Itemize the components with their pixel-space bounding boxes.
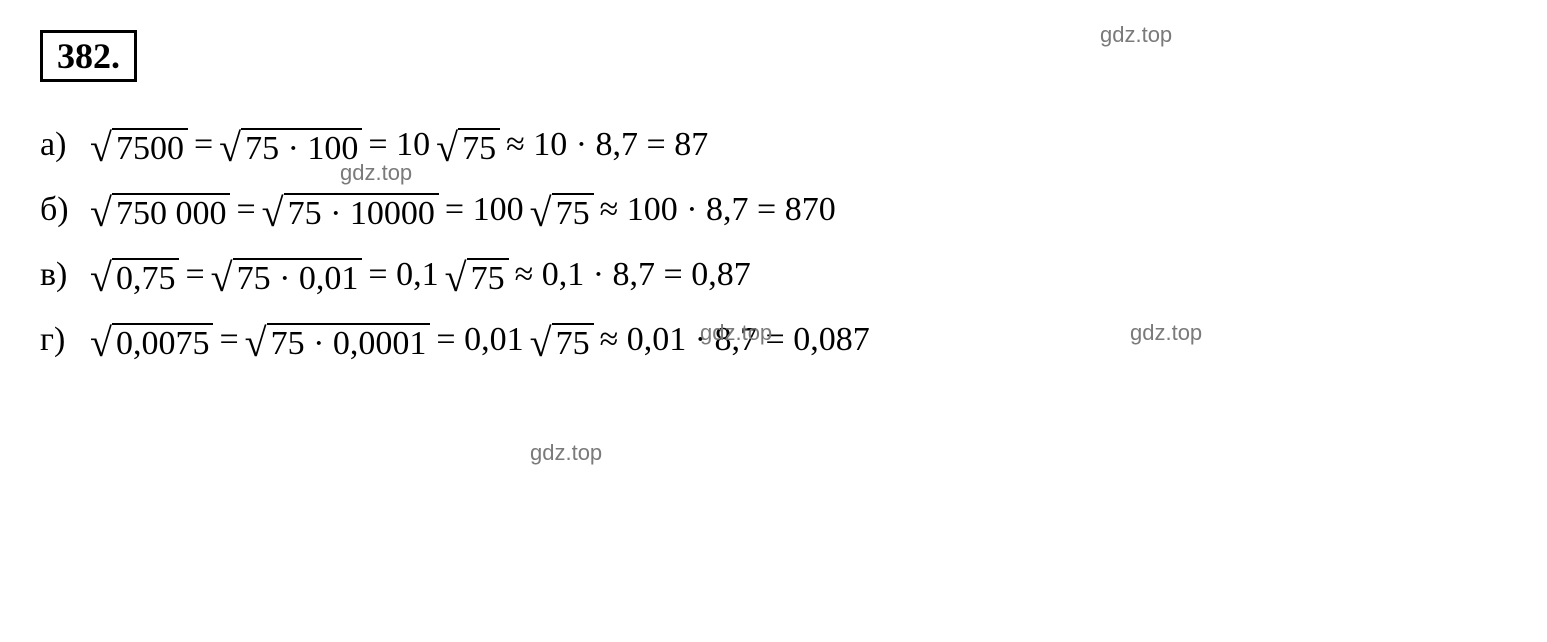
approx-result: ≈ 10 · 8,7 = 87 <box>506 126 708 164</box>
item-label: в) <box>40 256 84 294</box>
sqrt-expr: √75 · 10000 <box>262 189 439 236</box>
sqrt-expr: √75 · 0,0001 <box>245 319 431 366</box>
coeff: = 100 <box>445 191 524 229</box>
sqrt-expr: √75 <box>530 189 594 236</box>
sqrt-expr: √750 000 <box>90 189 230 236</box>
coeff: = 0,1 <box>368 256 438 294</box>
equals: = <box>194 126 213 164</box>
equation-row-g: г) √0,0075 = √75 · 0,0001 = 0,01 √75 ≈ 0… <box>40 319 1507 366</box>
problem-number: 382. <box>40 30 137 82</box>
coeff: = 10 <box>368 126 430 164</box>
coeff: = 0,01 <box>436 321 523 359</box>
equals: = <box>219 321 238 359</box>
sqrt-expr: √75 · 0,01 <box>211 254 363 301</box>
watermark: gdz.top <box>530 440 602 466</box>
watermark: gdz.top <box>1100 22 1172 48</box>
equation-row-b: б) √750 000 = √75 · 10000 = 100 √75 ≈ 10… <box>40 189 1507 236</box>
sqrt-expr: √0,0075 <box>90 319 213 366</box>
approx-result: ≈ 0,01 · 8,7 = 0,087 <box>600 321 870 359</box>
item-label: а) <box>40 126 84 164</box>
equals: = <box>185 256 204 294</box>
sqrt-expr: √75 <box>530 319 594 366</box>
item-label: б) <box>40 191 84 229</box>
approx-result: ≈ 0,1 · 8,7 = 0,87 <box>515 256 751 294</box>
sqrt-expr: √0,75 <box>90 254 179 301</box>
sqrt-expr: √75 · 100 <box>219 124 362 171</box>
approx-result: ≈ 100 · 8,7 = 870 <box>600 191 836 229</box>
sqrt-expr: √75 <box>445 254 509 301</box>
equation-row-v: в) √0,75 = √75 · 0,01 = 0,1 √75 ≈ 0,1 · … <box>40 254 1507 301</box>
equals: = <box>236 191 255 229</box>
equation-row-a: а) √7500 = √75 · 100 = 10 √75 ≈ 10 · 8,7… <box>40 124 1507 171</box>
item-label: г) <box>40 321 84 359</box>
sqrt-expr: √7500 <box>90 124 188 171</box>
sqrt-expr: √75 <box>436 124 500 171</box>
